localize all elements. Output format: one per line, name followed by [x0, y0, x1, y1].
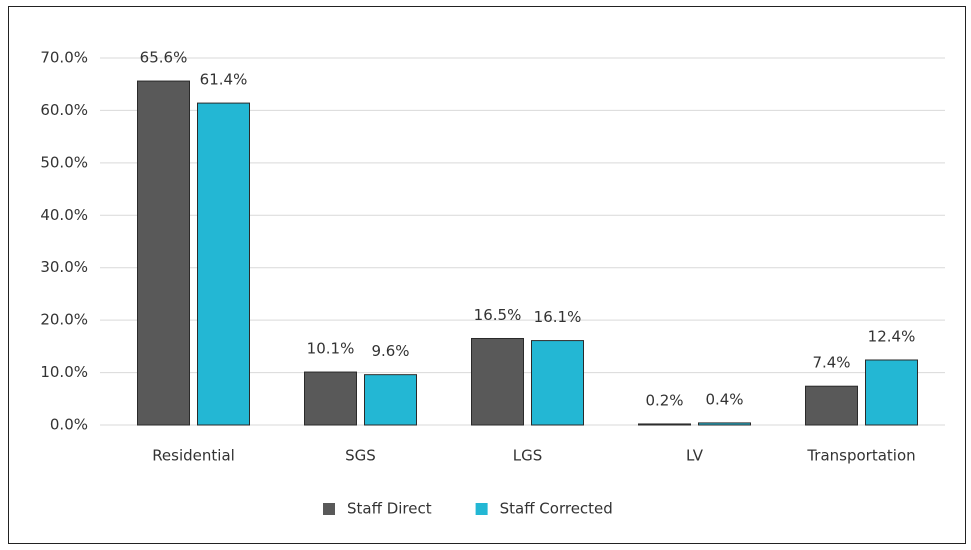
data-label: 16.5%	[474, 306, 522, 324]
bar	[364, 374, 417, 426]
y-tick-label: 70.0%	[40, 49, 88, 67]
y-tick-label: 60.0%	[40, 101, 88, 119]
data-label: 12.4%	[868, 327, 916, 345]
data-label: 0.2%	[645, 391, 683, 409]
data-label: 0.4%	[705, 390, 743, 408]
y-tick-label: 20.0%	[40, 311, 88, 329]
y-tick-label: 40.0%	[40, 206, 88, 224]
y-tick-label: 10.0%	[40, 363, 88, 381]
legend-swatch	[475, 503, 488, 515]
bar	[698, 422, 751, 426]
bar	[137, 80, 190, 426]
bar	[471, 337, 524, 426]
bar	[638, 423, 691, 426]
x-tick-label: LGS	[513, 447, 543, 465]
legend-label: Staff Direct	[347, 500, 432, 518]
legend-swatch	[323, 503, 335, 515]
bar	[197, 102, 250, 426]
data-label: 61.4%	[200, 71, 248, 89]
x-tick-label: LV	[686, 447, 704, 465]
data-label: 9.6%	[371, 342, 409, 360]
bar	[531, 340, 584, 426]
data-label: 10.1%	[307, 340, 355, 358]
x-tick-label: SGS	[345, 447, 376, 465]
legend-label: Staff Corrected	[500, 500, 613, 518]
y-tick-label: 0.0%	[50, 416, 88, 434]
bar	[865, 359, 918, 426]
data-label: 16.1%	[534, 308, 582, 326]
x-tick-label: Residential	[152, 447, 235, 465]
y-tick-label: 50.0%	[40, 153, 88, 171]
bar	[304, 371, 357, 426]
data-label: 65.6%	[140, 49, 188, 67]
y-tick-label: 30.0%	[40, 258, 88, 276]
x-tick-label: Transportation	[806, 447, 915, 465]
data-label: 7.4%	[812, 354, 850, 372]
bar	[805, 385, 858, 426]
